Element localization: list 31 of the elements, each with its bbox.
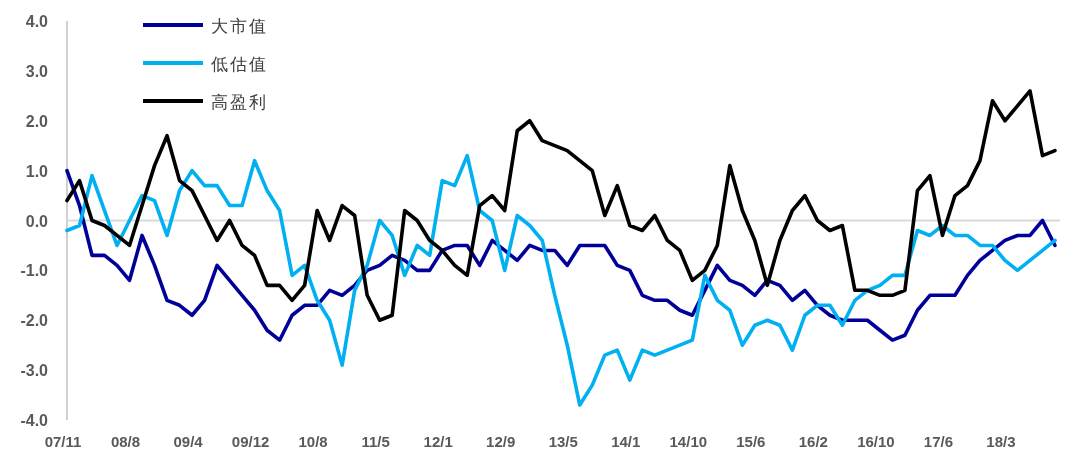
y-tick-label: -3.0 (20, 362, 49, 380)
x-tick-label: 10/8 (298, 433, 328, 450)
x-tick-label: 11/5 (361, 433, 390, 450)
y-tick-label: 0.0 (25, 212, 49, 230)
line-series (65, 153, 1057, 407)
legend-label: 高盈利 (211, 92, 268, 112)
x-tick-label: 12/1 (423, 433, 453, 450)
x-tick-label: 16/10 (857, 433, 895, 450)
x-tick-label: 13/5 (548, 433, 578, 450)
y-tick-label: -2.0 (20, 312, 49, 330)
y-tick-label: 3.0 (25, 62, 49, 80)
x-tick-label: 09/4 (173, 433, 204, 450)
x-tick-label: 12/9 (486, 433, 516, 450)
x-tick-label: 18/3 (986, 433, 1016, 450)
x-tick-label: 07/11 (44, 433, 82, 450)
y-tick-label: 1.0 (25, 162, 49, 180)
y-tick-label: -4.0 (20, 412, 49, 429)
x-tick-label: 14/10 (669, 433, 708, 450)
x-tick-label: 14/1 (611, 433, 641, 450)
x-tick-label: 15/6 (736, 433, 766, 450)
x-tick-label: 09/12 (231, 433, 270, 450)
x-tick-label: 08/8 (110, 433, 141, 450)
x-tick-label: 16/2 (798, 433, 828, 450)
line-series (65, 168, 1057, 342)
y-tick-label: 4.0 (25, 13, 49, 30)
x-tick-label: 17/6 (923, 433, 954, 450)
line-series (65, 89, 1057, 323)
legend-label: 大市值 (211, 16, 268, 36)
y-tick-label: 2.0 (25, 112, 49, 130)
legend-label: 低估值 (211, 54, 268, 74)
y-tick-label: -1.0 (20, 262, 49, 280)
